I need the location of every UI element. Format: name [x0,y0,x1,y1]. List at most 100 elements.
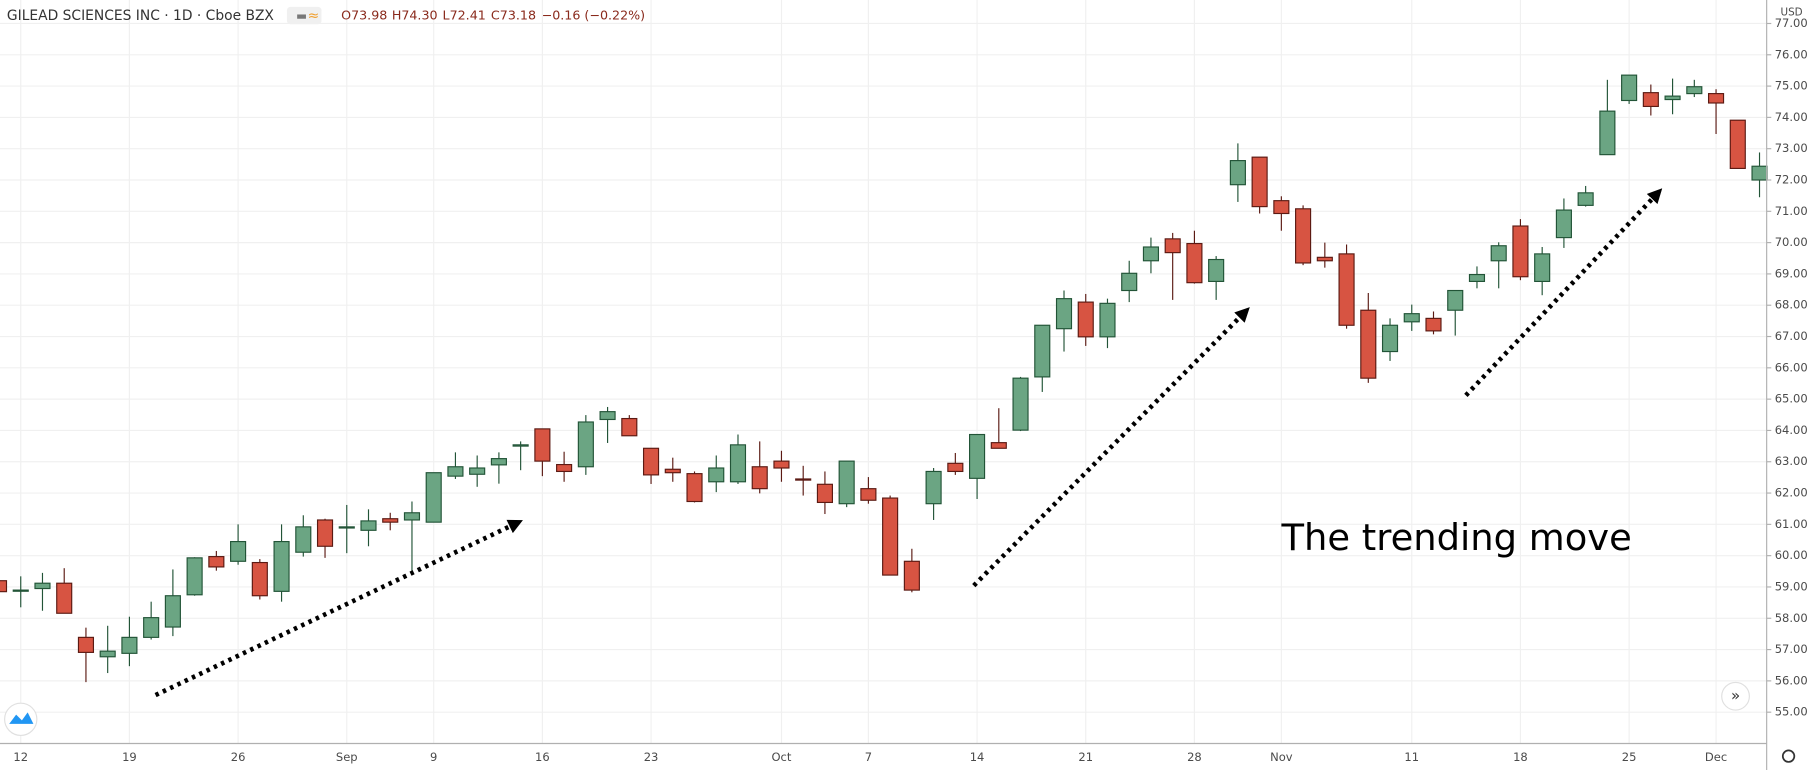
candle-body [1707,93,1725,104]
x-tick-label: 26 [231,750,246,764]
x-tick-label: 12 [13,750,28,764]
candle-body [599,411,616,421]
ohlc-header: O73.98 H74.30 L72.41 C73.18 −0.16 (−0.22… [341,8,645,23]
candle-body [1316,256,1333,262]
annotation: The trending move [1280,516,1631,559]
candle-body [121,636,138,654]
candle-body [0,580,8,593]
candle-body [425,472,442,523]
y-tick-label: 77.00 [1775,16,1807,30]
candle-body [816,483,833,504]
candle-body [947,462,964,473]
candle-body [143,617,160,638]
x-tick-label: 28 [1187,750,1202,764]
grid [0,0,1767,744]
candle-body [1034,324,1051,378]
candle-body [1360,309,1377,379]
candle-body [1642,92,1659,108]
y-tick-label: 68.00 [1775,298,1807,312]
icon: ≈ [308,8,320,24]
y-tick-label: 70.00 [1775,235,1807,249]
candle-body [903,560,920,591]
candle-body [360,520,377,531]
y-tick-label: 55.00 [1775,705,1807,719]
trend-arrow [154,519,523,698]
chart-title: GILEAD SCIENCES INC · 1D · Cboe BZX [7,8,275,24]
ohlc-open: O73.98 [341,8,387,23]
candle-body [77,636,95,653]
x-tick-label: 16 [535,750,550,764]
candle-body [1686,86,1703,95]
candle-body [99,650,116,658]
settings-button[interactable] [1781,749,1796,763]
ohlc-high: H74.30 [392,8,438,23]
y-tick-label: 61.00 [1775,517,1807,531]
candle-body [708,467,725,483]
x-tick-label: Sep [336,750,358,764]
x-tick-label: 7 [865,750,872,764]
x-tick-label: 18 [1513,750,1528,764]
candle-body [925,470,942,505]
candle-body [1381,324,1399,353]
candle-body [316,519,334,547]
y-tick-label: 63.00 [1775,454,1807,468]
candle-body [1599,110,1616,156]
y-tick-label: 71.00 [1775,204,1807,218]
candle-body [1077,301,1094,338]
y-tick-label: 74.00 [1775,110,1807,124]
candle-body [1512,225,1529,278]
x-tick-label: 21 [1078,750,1093,764]
candle-body [534,428,551,462]
logo-icon [9,712,34,724]
candle-body [12,589,29,592]
candle-body [1338,253,1355,326]
indicator-toggle[interactable] [286,6,322,25]
candle-body [1664,95,1681,101]
candle-body [1208,258,1225,283]
axes: 55.00 56.00 57.00 58.00 59.00 60.00 61.00 62.00… [13,16,1807,764]
y-tick-label: 60.00 [1775,548,1807,562]
candle-body [469,467,486,475]
candle-body [773,460,790,469]
y-tick-label: 57.00 [1775,642,1807,656]
scroll-button[interactable] [1721,681,1750,711]
candle-body [1142,246,1160,262]
candle-body [1251,156,1268,208]
x-tick-label: Dec [1705,750,1727,764]
candle-body [1621,74,1638,102]
y-tick-label: 75.00 [1775,79,1807,93]
candle-body [1425,317,1442,332]
candle-body [838,460,855,505]
y-tick-label: 62.00 [1775,486,1807,500]
candle-body [795,478,812,481]
candle-body [1403,313,1420,323]
candle-body [1468,273,1486,283]
currency: USD [1780,7,1802,19]
candle-body [295,526,312,553]
candle-body [1186,242,1203,284]
candle-body [1751,165,1768,181]
candle-body [751,466,768,490]
candle-body [860,488,877,501]
candle-body [164,595,181,628]
candle-body [1534,253,1551,283]
y-tick-label: 58.00 [1775,611,1807,625]
candle-body [251,561,268,597]
candle-body [1729,119,1746,169]
scroll-icon: » [1731,687,1740,705]
candle-body [1055,298,1073,330]
candle-body [1164,238,1181,254]
ohlc-close: C73.18 [491,8,536,23]
y-tick-label: 66.00 [1775,360,1807,374]
x-tick-label: 25 [1622,750,1637,764]
y-tick-label: 69.00 [1775,266,1807,280]
candle-body [556,463,573,473]
candle-body [642,447,660,476]
candle-body [1447,289,1464,311]
candle-body [1121,272,1138,292]
candle-body [1577,192,1594,206]
y-tick-label: 64.00 [1775,423,1807,437]
